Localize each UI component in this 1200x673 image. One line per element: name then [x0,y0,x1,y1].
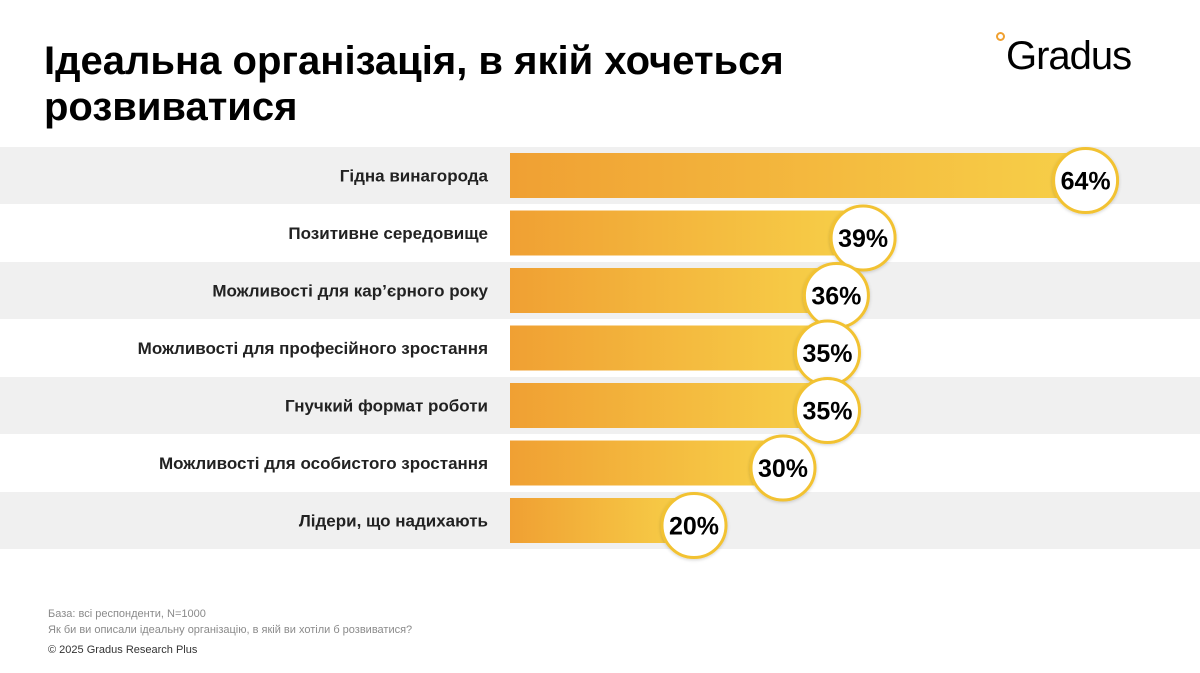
footer-copyright: © 2025 Gradus Research Plus [48,644,198,656]
bar [510,210,858,256]
value-label: 36% [811,283,861,311]
category-label: Можливості для особистого зростання [159,454,488,473]
value-bubble [829,204,897,272]
value-bubble [1052,147,1120,214]
logo-text: Gradus [1006,34,1132,78]
value-bubble [660,492,728,559]
value-bubble [794,377,861,444]
bar [510,268,831,313]
logo-ring-icon [996,32,1005,41]
bar [510,440,777,486]
value-label: 39% [838,225,888,253]
gradus-logo: Gradus [996,30,1166,80]
value-label: 35% [802,398,852,426]
bar [510,153,1080,198]
value-label: 35% [802,340,852,368]
category-label: Гідна винагорода [340,167,489,186]
value-label: 20% [669,513,719,541]
chart-title: Ідеальна організація, в якій хочеться ро… [44,39,784,129]
category-labels: Гідна винагорода Позитивне середовище Можл… [138,167,489,531]
value-label: 30% [758,455,808,483]
category-label: Можливості для кар’єрного року [212,282,488,301]
category-label: Лідери, що надихають [299,512,488,531]
bar [510,498,688,543]
bars [510,153,1080,543]
bar [510,325,822,371]
footer-question: Як би ви описали ідеальну організацію, в… [48,624,413,636]
footer: База: всі респонденти, N=1000 Як би ви о… [48,606,412,658]
value-bubble [749,434,817,502]
bar [510,383,822,428]
category-label: Позитивне середовище [288,224,488,243]
value-bubbles: 64% 39% 36% 35% 35% 30% 20% [660,147,1120,559]
category-label: Гнучкий формат роботи [285,397,488,416]
footer-base: База: всі респонденти, N=1000 [48,608,206,620]
category-label: Можливості для професійного зростання [138,339,488,358]
value-label: 64% [1061,168,1111,196]
